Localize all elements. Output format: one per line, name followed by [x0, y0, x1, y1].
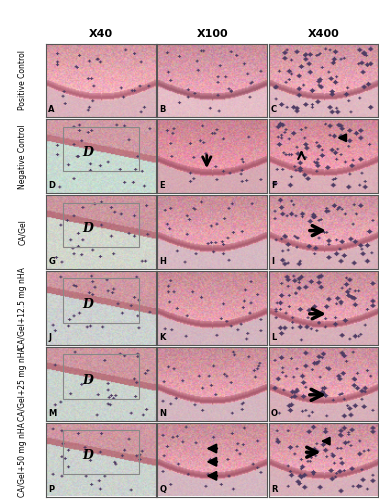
Text: CA/Gel: CA/Gel — [18, 219, 27, 245]
Text: K: K — [160, 333, 166, 342]
Bar — [63, 202, 139, 247]
Text: D: D — [49, 181, 55, 190]
Text: D: D — [83, 450, 93, 462]
Text: R: R — [271, 484, 277, 494]
Text: L: L — [271, 333, 276, 342]
Text: G: G — [49, 257, 55, 266]
Text: N: N — [160, 408, 167, 418]
Text: X100: X100 — [196, 28, 228, 39]
Text: C: C — [271, 106, 277, 114]
Text: CA/Gel+25 mg nHA: CA/Gel+25 mg nHA — [18, 346, 27, 421]
Text: B: B — [160, 106, 166, 114]
Text: Positive Control: Positive Control — [18, 50, 27, 110]
Text: Q: Q — [160, 484, 167, 494]
Text: Negative Control: Negative Control — [18, 124, 27, 188]
Text: D: D — [83, 298, 93, 310]
Text: M: M — [49, 408, 57, 418]
Text: H: H — [160, 257, 166, 266]
Bar — [63, 278, 139, 322]
Text: X400: X400 — [307, 28, 339, 39]
Text: I: I — [271, 257, 274, 266]
Text: D: D — [83, 146, 93, 159]
Text: D: D — [83, 374, 93, 386]
Text: E: E — [160, 181, 165, 190]
Text: X40: X40 — [89, 28, 113, 39]
Bar — [63, 430, 139, 474]
Text: CA/Gel+12.5 mg nHA: CA/Gel+12.5 mg nHA — [18, 267, 27, 349]
Bar — [63, 126, 139, 171]
Text: D: D — [83, 222, 93, 235]
Bar — [63, 354, 139, 399]
Text: F: F — [271, 181, 276, 190]
Text: CA/Gel+50 mg nHA: CA/Gel+50 mg nHA — [18, 422, 27, 497]
Text: P: P — [49, 484, 55, 494]
Text: A: A — [49, 106, 55, 114]
Text: O: O — [271, 408, 278, 418]
Text: J: J — [49, 333, 52, 342]
